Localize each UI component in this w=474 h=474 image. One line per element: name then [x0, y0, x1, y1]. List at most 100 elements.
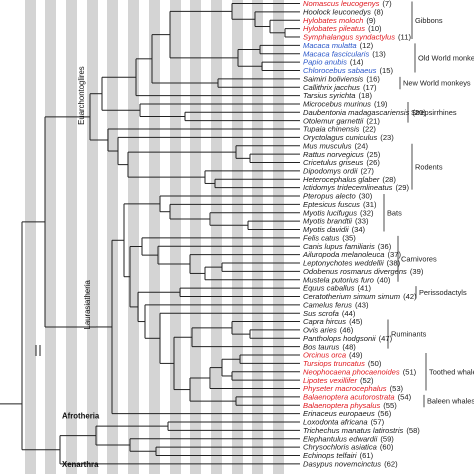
tip-label: Ceratotherium simum simum (42)	[303, 292, 417, 301]
clade-label: Toothed whales	[429, 367, 474, 376]
clade-bracket: Bats	[383, 194, 402, 232]
tip-label: Ovis aries (46)	[303, 326, 354, 335]
tip-label: Rattus norvegicus (25)	[303, 150, 381, 159]
clade-labels: Gibbons Old World monkeys New World monkey…	[383, 1, 474, 408]
tip-label: Papio anubis (14)	[303, 58, 364, 67]
clade-bracket: Strepsirrhines	[407, 101, 457, 123]
major-clade-label: Afrotheria	[62, 412, 100, 421]
background-band	[66, 0, 77, 474]
tip-label: Pantholops hodgsonii (47)	[303, 334, 393, 343]
background-band	[87, 0, 98, 474]
tip-label: Lipotes vexillifer (52)	[303, 376, 374, 385]
tip-label: Mustela putorius furo (40)	[303, 275, 391, 284]
background-band	[273, 0, 284, 474]
tip-label: Myotis lucifugus (32)	[303, 208, 374, 217]
tip-label: Balaenoptera physalus (55)	[303, 401, 397, 410]
clade-bracket: New World monkeys	[399, 76, 471, 90]
background-band	[211, 0, 222, 474]
svg-text:Laurasiatheria: Laurasiatheria	[83, 279, 92, 329]
tip-label: Camelus ferus (43)	[303, 300, 369, 309]
tip-label: Callithrix jacchus (17)	[303, 83, 377, 92]
tip-label: Loxodonta africana (57)	[303, 418, 385, 427]
tip-label: Daubentonia madagascariensis (20)	[303, 108, 426, 117]
major-clade-label: Euarchontoglires	[77, 66, 86, 125]
clade-label: Old World monkeys	[418, 54, 474, 63]
tip-label: Oryctolagus cuniculus (23)	[303, 133, 394, 142]
background-band	[170, 0, 181, 474]
tip-label: Ailuropoda melanoleuca (37)	[302, 250, 401, 259]
tip-label: Hoolock leuconedys (8)	[303, 7, 384, 16]
background-band	[25, 0, 36, 474]
tip-label: Ictidomys tridecemlineatus (29)	[303, 183, 409, 192]
tip-label: Heterocephalus glaber (28)	[303, 175, 396, 184]
background-band	[232, 0, 243, 474]
tip-label: Microcebus murinus (19)	[303, 100, 388, 109]
major-clade-label: Xenarthra	[62, 460, 99, 469]
tip-label: Capra hircus (45)	[303, 317, 363, 326]
tip-label: Mus musculus (24)	[303, 141, 369, 150]
tip-label: Trichechus manatus latirostris (58)	[303, 426, 420, 435]
background-bands	[25, 0, 284, 474]
tip-label: Felis catus (35)	[303, 233, 356, 242]
major-clade-label: Laurasiatheria	[83, 279, 92, 329]
clade-label: Bats	[387, 208, 402, 217]
tip-label: Hylobates moloch (9)	[303, 16, 376, 25]
tip-label: Physeter macrocephalus (53)	[303, 384, 404, 393]
tip-label: Tursiops truncatus (50)	[303, 359, 382, 368]
tip-label: Leptonychotes weddellii (38)	[303, 259, 401, 268]
tip-label: Macaca fascicularis (13)	[303, 49, 386, 58]
clade-bracket: Perissodactyls	[415, 286, 467, 299]
tip-label: Chlorocebus sabaeus (15)	[303, 66, 393, 75]
tip-label: Nomascus leucogenys (7)	[303, 0, 392, 8]
tip-label: Canis lupus familiaris (36)	[303, 242, 392, 251]
svg-text:Euarchontoglires: Euarchontoglires	[77, 66, 86, 125]
axis-break-marks	[35, 345, 41, 356]
background-band	[107, 0, 118, 474]
clade-label: Rodents	[415, 162, 443, 171]
tip-label: Dipodomys ordii (27)	[303, 167, 374, 176]
tip-label: Myotis davidii (34)	[303, 225, 366, 234]
clade-bracket: Ruminants	[387, 319, 427, 349]
clade-label: Ruminants	[391, 330, 427, 339]
clade-bracket: Rodents	[411, 143, 443, 190]
tip-label: Elephantulus edwardii (59)	[303, 434, 394, 443]
background-band	[128, 0, 139, 474]
tip-label: Orcinus orca (49)	[303, 351, 363, 360]
tip-label: Tarsius syrichta (18)	[303, 91, 372, 100]
svg-text:Xenarthra: Xenarthra	[62, 460, 99, 469]
tip-label: Macaca mulatta (12)	[303, 41, 374, 50]
clade-label: Baleen whales	[427, 397, 474, 406]
background-band	[190, 0, 201, 474]
clade-label: Carnivores	[401, 254, 437, 263]
tip-label: Cricetulus griseus (26)	[303, 158, 380, 167]
major-clade-labels: Euarchontoglires Laurasiatheria Afrotheria…	[62, 66, 100, 469]
background-band	[252, 0, 263, 474]
clade-label: Gibbons	[415, 16, 443, 25]
svg-text:Afrotheria: Afrotheria	[62, 412, 100, 421]
clade-bracket: Baleen whales	[423, 394, 474, 408]
background-band	[149, 0, 160, 474]
background-band	[45, 0, 56, 474]
clade-bracket: Carnivores	[397, 235, 437, 282]
tip-label: Sus scrofa (44)	[303, 309, 356, 318]
tip-label: Bos taurus (48)	[303, 342, 356, 351]
tip-label: Symphalangus syndactylus (11)	[303, 33, 411, 42]
clade-bracket: Gibbons	[411, 1, 443, 39]
tip-labels: Nomascus leucogenys (7)Hoolock leuconedys…	[302, 0, 426, 468]
clade-label: New World monkeys	[403, 79, 471, 88]
tip-label: Erinaceus europaeus (56)	[303, 409, 392, 418]
tip-label: Otolemur garnettii (21)	[303, 116, 380, 125]
tip-label: Balaenoptera acutorostrata (54)	[303, 392, 412, 401]
clade-label: Strepsirrhines	[411, 108, 457, 117]
tip-label: Pteropus alecto (30)	[303, 192, 373, 201]
tip-label: Chrysochloris asiatica (60)	[303, 443, 394, 452]
tip-label: Neophocaena phocaenoides (51)	[303, 367, 417, 376]
clade-bracket: Old World monkeys	[414, 43, 474, 73]
tree-branches	[0, 3, 300, 465]
tip-label: Hylobates pileatus (10)	[303, 24, 382, 33]
tip-label: Dasypus novemcinctus (62)	[303, 459, 398, 468]
tip-label: Eptesicus fuscus (31)	[303, 200, 377, 209]
clade-bracket: Toothed whales	[425, 353, 474, 391]
